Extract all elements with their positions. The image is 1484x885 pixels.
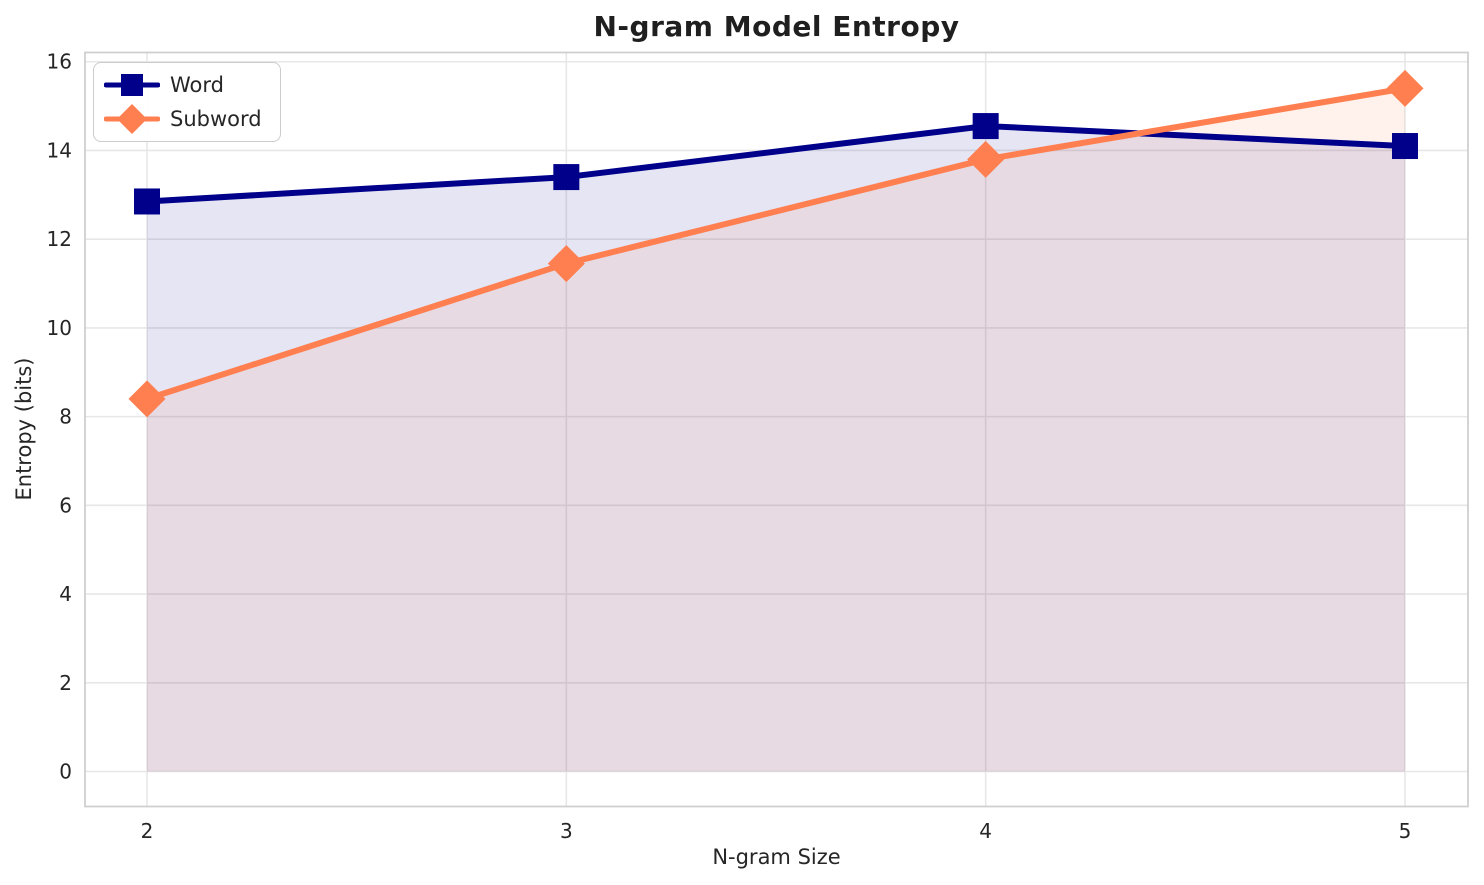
legend-label: Subword xyxy=(170,107,262,131)
x-tick-label: 5 xyxy=(1399,819,1412,843)
x-tick-label: 4 xyxy=(979,819,992,843)
y-tick-label: 8 xyxy=(59,405,72,429)
marker-square-word xyxy=(1391,133,1418,160)
legend: Word Subword xyxy=(93,62,281,142)
x-tick-label: 3 xyxy=(560,819,573,843)
legend-row-subword: Subword xyxy=(104,103,262,135)
marker-diamond-subword xyxy=(967,140,1005,178)
series-line-subword xyxy=(144,85,1408,402)
series-area-word xyxy=(147,126,1405,772)
y-tick-label: 10 xyxy=(47,316,72,340)
marker-diamond-subword xyxy=(1386,69,1424,107)
marker-diamond-subword xyxy=(128,380,166,418)
marker-diamond-subword xyxy=(547,245,585,283)
legend-label: Word xyxy=(170,73,224,97)
y-tick-label: 0 xyxy=(59,760,72,784)
y-tick-label: 4 xyxy=(59,582,72,606)
y-tick-label: 2 xyxy=(59,671,72,695)
marker-square-word xyxy=(134,188,160,215)
chart-title: N-gram Model Entropy xyxy=(593,10,960,43)
legend-marker-square-icon xyxy=(104,74,160,96)
marker-square-word xyxy=(972,113,999,140)
plot-border xyxy=(84,51,1469,808)
series-area-subword xyxy=(147,88,1405,772)
x-tick-label: 2 xyxy=(141,819,154,843)
marker-square-word xyxy=(553,164,580,191)
legend-row-word: Word xyxy=(104,69,262,101)
y-tick-label: 6 xyxy=(59,493,72,517)
y-axis-label: Entropy (bits) xyxy=(12,357,36,501)
series-line-word xyxy=(144,123,1408,205)
y-tick-label: 14 xyxy=(47,138,72,162)
y-tick-label: 12 xyxy=(47,227,72,251)
y-tick-label: 16 xyxy=(47,50,72,74)
legend-marker-diamond-icon xyxy=(104,104,160,134)
x-axis-label: N-gram Size xyxy=(712,845,841,869)
